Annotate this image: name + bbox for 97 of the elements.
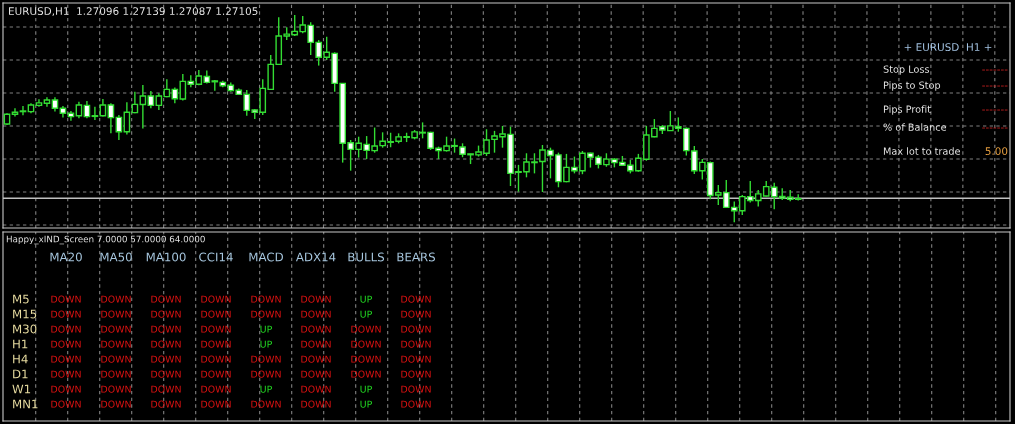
annotation: 5.00 xyxy=(985,147,1008,156)
text: DOWN xyxy=(301,370,331,378)
category-label: M15 xyxy=(13,309,37,319)
text: DOWN xyxy=(351,370,381,378)
category-label: MACD xyxy=(249,252,283,262)
text: DOWN xyxy=(301,310,331,318)
text: DOWN xyxy=(201,325,231,333)
text: DOWN xyxy=(101,400,131,408)
text: DOWN xyxy=(301,355,331,363)
text: DOWN xyxy=(401,370,431,378)
text: DOWN xyxy=(351,325,381,333)
text: DOWN xyxy=(201,295,231,303)
text: DOWN xyxy=(151,355,181,363)
text: DOWN xyxy=(351,355,381,363)
category-label: M30 xyxy=(13,324,37,334)
text: DOWN xyxy=(101,295,131,303)
text: Happy_xIND_Screen 7.0000 57.0000 64.0000 xyxy=(6,235,205,245)
text: DOWN xyxy=(201,355,231,363)
annotation: ------- xyxy=(982,127,1008,129)
text: DOWN xyxy=(51,325,81,333)
text: DOWN xyxy=(51,385,81,393)
annotation: ------- xyxy=(982,109,1008,111)
candlestick xyxy=(139,84,147,130)
candlestick xyxy=(91,105,99,121)
text: UP xyxy=(260,325,272,333)
text: UP xyxy=(260,340,272,348)
text: DOWN xyxy=(401,385,431,393)
text: UP xyxy=(360,310,372,318)
text: DOWN xyxy=(201,340,231,348)
annotation: Stop Loss xyxy=(883,65,930,75)
text: DOWN xyxy=(401,310,431,318)
text: DOWN xyxy=(201,385,231,393)
text: UP xyxy=(360,385,372,393)
annotation: + EURUSD H1 + xyxy=(904,43,992,52)
text: DOWN xyxy=(101,385,131,393)
text: DOWN xyxy=(101,370,131,378)
category-label: MN1 xyxy=(13,399,38,409)
text: DOWN xyxy=(51,370,81,378)
annotation: Max lot to trade xyxy=(883,147,960,155)
text: DOWN xyxy=(401,325,431,333)
text: DOWN xyxy=(301,400,331,408)
annotation: Pips Profit xyxy=(883,105,931,115)
category-label: W1 xyxy=(12,384,31,394)
text: DOWN xyxy=(151,295,181,303)
text: DOWN xyxy=(201,400,231,408)
category-label: CCI14 xyxy=(199,252,233,262)
text: DOWN xyxy=(301,295,331,303)
text: DOWN xyxy=(151,400,181,408)
text: DOWN xyxy=(251,370,281,378)
text: DOWN xyxy=(351,340,381,348)
category-label: MA50 xyxy=(100,252,132,262)
text: DOWN xyxy=(401,355,431,363)
category-label: M5 xyxy=(13,294,29,304)
text: DOWN xyxy=(51,400,81,408)
text: DOWN xyxy=(101,340,131,348)
category-label: BULLS xyxy=(348,252,385,262)
category-label: H4 xyxy=(13,354,28,364)
annotation: ------- xyxy=(982,69,1008,71)
text: DOWN xyxy=(51,340,81,348)
text: DOWN xyxy=(151,370,181,378)
annotation: ------- xyxy=(982,85,1008,87)
text: DOWN xyxy=(51,295,81,303)
text: DOWN xyxy=(401,340,431,348)
candlestick xyxy=(107,102,115,135)
text: DOWN xyxy=(151,340,181,348)
category-label: ADX14 xyxy=(295,252,336,262)
text: DOWN xyxy=(251,295,281,303)
text: DOWN xyxy=(251,310,281,318)
text: DOWN xyxy=(201,370,231,378)
text: DOWN xyxy=(51,355,81,363)
text: DOWN xyxy=(151,385,181,393)
text: DOWN xyxy=(51,310,81,318)
candlestick xyxy=(19,105,27,117)
text: DOWN xyxy=(301,385,331,393)
text: DOWN xyxy=(201,310,231,318)
category-label: MA100 xyxy=(146,252,186,262)
text: DOWN xyxy=(251,355,281,363)
text: DOWN xyxy=(301,325,331,333)
category-label: H1 xyxy=(13,339,28,349)
text: DOWN xyxy=(251,400,281,408)
text: DOWN xyxy=(101,355,131,363)
text: UP xyxy=(360,400,372,408)
category-label: MA20 xyxy=(50,252,82,262)
text: DOWN xyxy=(151,310,181,318)
text: UP xyxy=(260,385,272,393)
category-label: BEARS xyxy=(397,252,436,262)
text: UP xyxy=(360,295,372,303)
text: DOWN xyxy=(401,295,431,303)
text: DOWN xyxy=(151,325,181,333)
chart-title: EURUSD,H1 1.27096 1.27139 1.27087 1.27105 xyxy=(9,7,258,17)
annotation: % of Balance xyxy=(883,123,947,131)
category-label: D1 xyxy=(13,369,28,379)
text: DOWN xyxy=(301,340,331,348)
annotation: Pips to Stop xyxy=(883,81,941,91)
text: DOWN xyxy=(101,310,131,318)
text: DOWN xyxy=(401,400,431,408)
text: DOWN xyxy=(101,325,131,333)
